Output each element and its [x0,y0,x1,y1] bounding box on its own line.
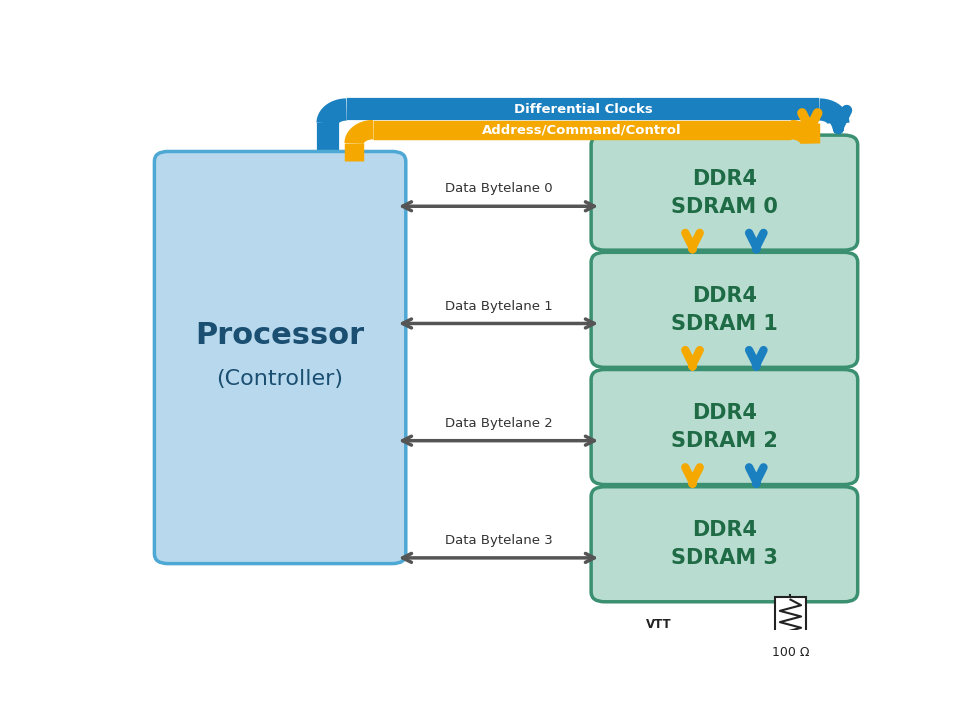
Text: DDR4
SDRAM 3: DDR4 SDRAM 3 [671,520,778,569]
Text: DDR4
SDRAM 1: DDR4 SDRAM 1 [671,286,778,334]
FancyBboxPatch shape [591,252,858,367]
Text: Differential Clocks: Differential Clocks [514,103,653,116]
FancyBboxPatch shape [591,370,858,484]
Text: Address/Command/Control: Address/Command/Control [482,123,682,136]
Text: Data Bytelane 0: Data Bytelane 0 [445,183,553,195]
Text: Data Bytelane 2: Data Bytelane 2 [445,417,553,430]
FancyBboxPatch shape [591,486,858,602]
Text: 100 Ω: 100 Ω [771,646,809,659]
FancyBboxPatch shape [155,152,406,564]
Text: DDR4
SDRAM 0: DDR4 SDRAM 0 [671,169,778,217]
Text: DDR4
SDRAM 2: DDR4 SDRAM 2 [671,403,778,451]
Text: Data Bytelane 3: Data Bytelane 3 [445,534,553,547]
Text: Processor: Processor [196,321,365,350]
Text: (Controller): (Controller) [217,370,344,389]
FancyBboxPatch shape [591,135,858,250]
Text: VTT: VTT [646,618,671,632]
Text: Data Bytelane 1: Data Bytelane 1 [445,299,553,312]
FancyBboxPatch shape [774,598,807,636]
